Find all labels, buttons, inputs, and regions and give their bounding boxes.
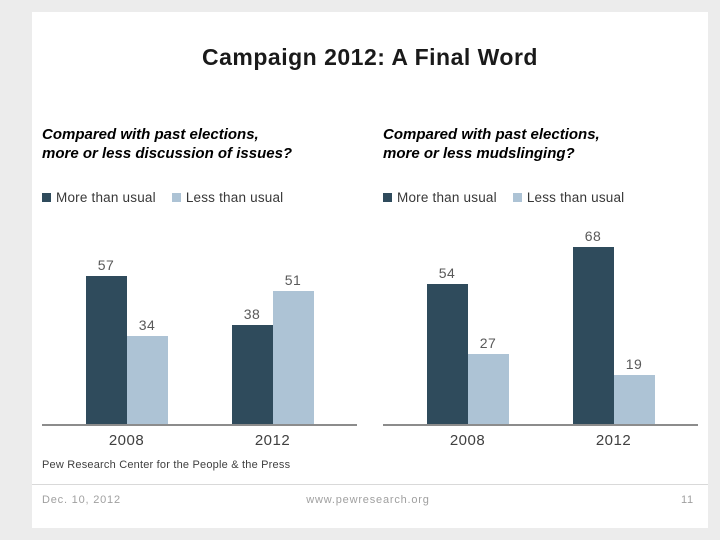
bar-stack: 57 [85,257,127,424]
slide-title: Campaign 2012: A Final Word [202,44,538,70]
plot-area: 57 34 38 51 [42,224,357,424]
x-axis-labels: 2008 2012 [42,432,357,449]
bar-stack: 51 [272,272,314,424]
legend-item-more: More than usual [42,190,156,205]
bar-stack: 68 [572,228,614,424]
legend-swatch-less-icon [512,192,522,202]
question-line-1: Compared with past elections, [383,126,600,143]
bar-less-2012 [272,291,314,424]
bar-group-2008: 57 34 [85,257,168,424]
chart-discussion-of-issues: Compared with past elections, more or les… [42,125,357,449]
legend-label-more: More than usual [397,189,497,205]
bar-stack: 27 [467,335,509,424]
chart-question: Compared with past elections, more or les… [383,125,698,163]
plot-area: 54 27 68 19 [383,224,698,424]
legend-label-more: More than usual [56,189,156,205]
bar-value-label: 57 [97,257,115,273]
bar-group-2012: 38 51 [231,272,314,424]
footer-url: www.pewresearch.org [306,494,430,506]
bar-stack: 19 [613,356,655,424]
x-axis-line [383,424,698,426]
x-axis-labels: 2008 2012 [383,432,698,449]
bar-value-label: 54 [438,265,456,281]
x-axis-label-2012: 2012 [595,432,632,449]
bar-group-2008: 54 27 [426,265,509,424]
legend-swatch-less-icon [171,192,181,202]
bar-value-label: 19 [625,356,643,372]
chart-question: Compared with past elections, more or les… [42,125,357,163]
bar-more-2012 [572,247,614,424]
bar-group-2012: 68 19 [572,228,655,424]
footer-date: Dec. 10, 2012 [42,494,121,506]
slide: Campaign 2012: A Final Word Compared wit… [32,12,708,528]
bar-less-2012 [613,375,655,424]
bar-less-2008 [126,336,168,424]
chart-mudslinging: Compared with past elections, more or les… [383,125,698,449]
legend-item-less: Less than usual [171,189,284,205]
legend-label-less: Less than usual [185,189,284,205]
legend: More than usual Less than usual [42,189,357,205]
legend-label-less: Less than usual [526,189,625,205]
bar-stack: 38 [231,306,273,424]
bar-less-2008 [467,354,509,424]
legend: More than usual Less than usual [383,189,698,205]
charts-row: Compared with past elections, more or les… [42,125,698,449]
legend-item-more: More than usual [383,190,497,205]
bar-value-label: 68 [584,228,602,244]
x-axis-label-2008: 2008 [449,432,486,449]
bar-value-label: 34 [138,317,156,333]
legend-swatch-more-icon [42,192,51,202]
x-axis-label-2008: 2008 [108,432,145,449]
footer: Dec. 10, 2012 www.pewresearch.org 11 [42,494,694,506]
bar-more-2008 [426,284,468,424]
legend-item-less: Less than usual [512,189,625,205]
question-line-2: more or less discussion of issues? [42,145,293,162]
bar-stack: 34 [126,317,168,424]
bar-value-label: 38 [243,306,261,322]
question-line-1: Compared with past elections, [42,126,259,143]
x-axis-label-2012: 2012 [254,432,291,449]
bar-value-label: 27 [479,335,497,351]
bar-more-2008 [85,276,127,424]
legend-swatch-more-icon [383,192,392,202]
footer-divider [32,484,708,485]
x-axis-line [42,424,357,426]
bar-value-label: 51 [284,272,302,288]
source-caption: Pew Research Center for the People & the… [42,459,291,471]
bar-more-2012 [231,325,273,424]
page-number: 11 [680,494,694,506]
question-line-2: more or less mudslinging? [383,145,575,162]
bar-stack: 54 [426,265,468,424]
